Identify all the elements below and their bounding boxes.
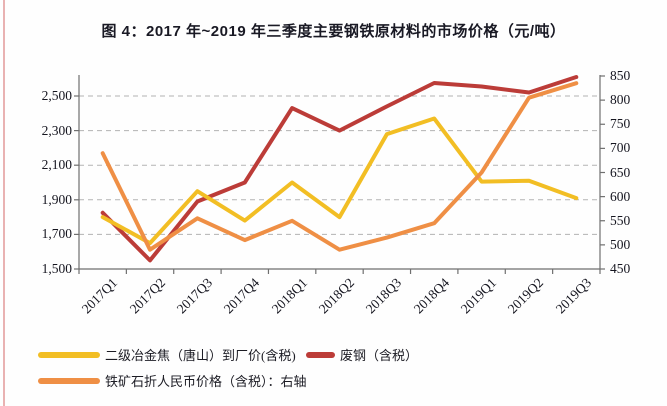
y-axis-right-label: 800 — [610, 92, 631, 108]
legend-swatch-coke — [38, 351, 100, 358]
series-line-1 — [100, 75, 579, 263]
y-axis-left-label: 1,700 — [41, 226, 72, 242]
y-axis-right-label: 700 — [610, 140, 631, 156]
legend-swatch-scrap — [306, 351, 335, 358]
y-axis-right-label: 750 — [610, 116, 631, 132]
legend-item-coke: 二级冶金焦（唐山）到厂价(含税) — [38, 345, 296, 364]
y-axis-left-label: 1,500 — [41, 261, 72, 276]
legend-swatch-iron-ore — [38, 377, 100, 384]
y-axis-right-label: 550 — [610, 212, 631, 228]
y-axis-right-label: 500 — [610, 236, 631, 252]
legend-item-scrap: 废钢（含税） — [306, 345, 418, 364]
y-axis-left-label: 2,300 — [41, 122, 72, 138]
series-line-0 — [100, 116, 579, 246]
legend-label-coke: 二级冶金焦（唐山）到厂价(含税) — [105, 348, 296, 363]
series-line-2 — [100, 81, 579, 252]
legend-label-scrap: 废钢（含税） — [340, 348, 419, 363]
y-axis-left-label: 2,100 — [41, 157, 72, 173]
chart-title: 图 4：2017 年~2019 年三季度主要钢铁原材料的市场价格（元/吨） — [101, 23, 566, 40]
y-axis-right-label: 600 — [610, 188, 631, 204]
legend-item-iron-ore: 铁矿石折人民币价格（含税）：右轴 — [38, 371, 307, 390]
legend-label-iron-ore: 铁矿石折人民币价格（含税）：右轴 — [105, 374, 307, 389]
y-axis-right-label: 850 — [610, 68, 631, 83]
y-axis-left-label: 2,500 — [41, 88, 72, 103]
left-accent-border — [3, 0, 5, 406]
y-axis-right-label: 450 — [610, 261, 631, 276]
y-axis-right-label: 650 — [610, 164, 631, 180]
y-axis-left-label: 1,900 — [41, 191, 72, 207]
